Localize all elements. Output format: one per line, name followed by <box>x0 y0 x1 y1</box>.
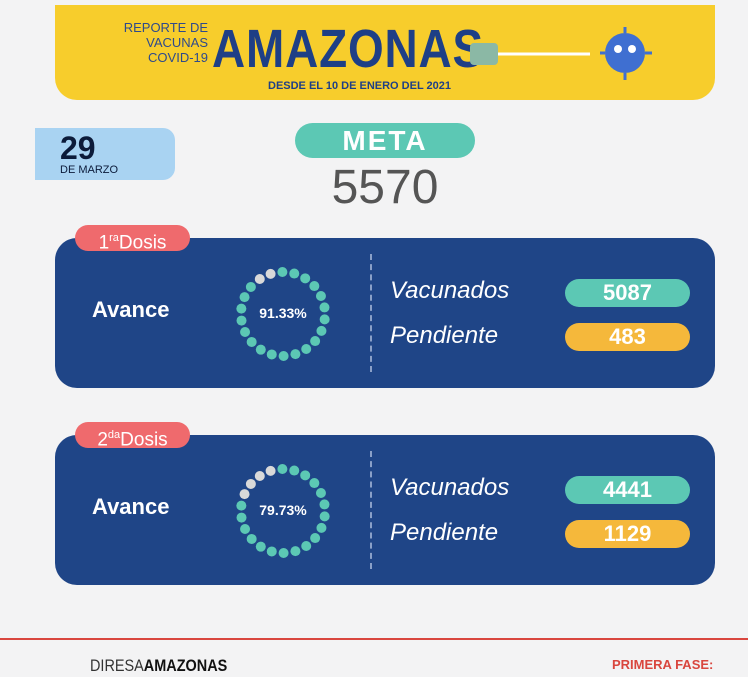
subtitle: DESDE EL 10 DE ENERO DEL 2021 <box>268 80 451 92</box>
report-line: COVID-19 <box>100 50 208 65</box>
vaccinated-value: 4441 <box>565 476 690 504</box>
progress-percent: 79.73% <box>243 502 323 518</box>
date-day: 29 <box>60 130 96 167</box>
divider <box>370 254 372 372</box>
ring-dot <box>247 337 257 347</box>
ring-dot <box>290 546 300 556</box>
ring-dot <box>309 281 319 291</box>
progress-label: Avance <box>92 297 169 323</box>
ring-dot <box>255 274 265 284</box>
ring-dot <box>300 273 310 283</box>
ring-dot <box>240 327 250 337</box>
ring-dot <box>240 292 250 302</box>
org-name: DIRESAAMAZONAS <box>90 656 227 676</box>
pending-label: Pendiente <box>390 322 498 350</box>
dose-tag-number: 2 <box>97 429 108 450</box>
ring-dot <box>279 548 289 558</box>
footer-line <box>0 638 748 640</box>
vaccinated-label: Vacunados <box>390 277 509 305</box>
progress-percent: 91.33% <box>243 305 323 321</box>
ring-dot <box>309 478 319 488</box>
dose-tag-suffix: ra <box>109 232 119 244</box>
pending-value: 483 <box>565 323 690 351</box>
dose-tag-word: Dosis <box>119 232 167 253</box>
page: {"header": {"report_lines": ["REPORTE DE… <box>0 0 748 677</box>
title: AMAZONAS <box>212 18 484 80</box>
ring-dot <box>279 351 289 361</box>
pending-label: Pendiente <box>390 519 498 547</box>
ring-dot <box>246 479 256 489</box>
ring-dot <box>266 269 276 279</box>
ring-dot <box>266 466 276 476</box>
ring-dot <box>247 534 257 544</box>
vaccinated-value: 5087 <box>565 279 690 307</box>
ring-dot <box>256 345 266 355</box>
ring-dot <box>277 464 287 474</box>
dose-tag: 1raDosis <box>75 225 190 251</box>
divider <box>370 451 372 569</box>
ring-dot <box>301 344 311 354</box>
org-prefix: DIRESA <box>90 656 144 675</box>
progress-label: Avance <box>92 494 169 520</box>
goal-label: META <box>295 123 475 158</box>
ring-dot <box>316 291 326 301</box>
ring-dot <box>290 349 300 359</box>
ring-dot <box>267 349 277 359</box>
ring-dot <box>277 267 287 277</box>
report-line: REPORTE DE <box>100 20 208 35</box>
dose-tag-number: 1 <box>99 232 110 253</box>
syringe-virus-icon <box>470 25 670 85</box>
ring-dot <box>240 524 250 534</box>
ring-dot <box>255 471 265 481</box>
phase: PRIMERA FASE: <box>612 657 713 672</box>
report-line: VACUNAS <box>100 35 208 50</box>
ring-dot <box>300 470 310 480</box>
goal-value: 5570 <box>285 160 485 215</box>
dose-tag: 2daDosis <box>75 422 190 448</box>
report-label: REPORTE DE VACUNAS COVID-19 <box>100 20 208 65</box>
ring-dot <box>301 541 311 551</box>
ring-dot <box>310 533 320 543</box>
ring-dot <box>289 466 299 476</box>
ring-dot <box>310 336 320 346</box>
ring-dot <box>240 489 250 499</box>
pending-value: 1129 <box>565 520 690 548</box>
ring-dot <box>289 269 299 279</box>
ring-dot <box>256 542 266 552</box>
vaccinated-label: Vacunados <box>390 474 509 502</box>
org-suffix: AMAZONAS <box>144 656 227 675</box>
dose-tag-word: Dosis <box>120 429 168 450</box>
ring-dot <box>246 282 256 292</box>
ring-dot <box>316 326 326 336</box>
ring-dot <box>316 488 326 498</box>
date-month: DE MARZO <box>60 164 118 176</box>
ring-dot <box>267 546 277 556</box>
ring-dot <box>316 523 326 533</box>
dose-tag-suffix: da <box>108 429 120 441</box>
